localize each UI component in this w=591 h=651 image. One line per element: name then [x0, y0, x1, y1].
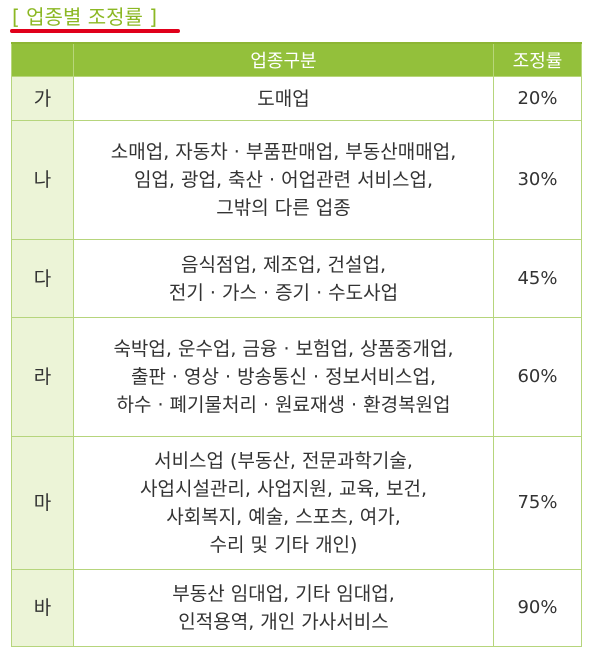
industry-type-line: 서비스업 (부동산, 전문과학기술, [154, 450, 413, 472]
table-row: 라 숙박업, 운수업, 금융 · 보험업, 상품중개업, 출판 · 영상 · 방… [11, 317, 582, 437]
industry-type-line: 소매업, 자동차 · 부품판매업, 부동산매매업, [110, 141, 457, 163]
row-label: 마 [11, 436, 74, 570]
row-label: 바 [11, 569, 74, 647]
rate-value: 75% [493, 436, 582, 570]
rate-value: 60% [493, 317, 582, 437]
table-header-row: 업종구분 조정률 [11, 42, 582, 77]
header-label-cell [11, 42, 74, 77]
rate-table-container: 업종구분 조정률 가 도매업 20% 나 소매업, 자동차 · 부품판매업, 부… [11, 42, 582, 647]
header-type: 업종구분 [73, 42, 494, 77]
rate-value: 90% [493, 569, 582, 647]
page-title: [ 업종별 조정률 ] [12, 5, 158, 29]
industry-type-cell: 음식점업, 제조업, 건설업, 전기 · 가스 · 증기 · 수도사업 [73, 239, 494, 318]
industry-type-cell: 숙박업, 운수업, 금융 · 보험업, 상품중개업, 출판 · 영상 · 방송통… [73, 317, 494, 437]
industry-type-line: 도매업 [257, 87, 310, 110]
title-underline [10, 29, 180, 33]
rate-table: 업종구분 조정률 가 도매업 20% 나 소매업, 자동차 · 부품판매업, 부… [11, 42, 582, 647]
table-row: 바 부동산 임대업, 기타 임대업, 인적용역, 개인 가사서비스 90% [11, 569, 582, 647]
industry-type-line: 음식점업, 제조업, 건설업, [181, 253, 386, 276]
rate-value: 45% [493, 239, 582, 318]
industry-type-cell: 도매업 [73, 76, 494, 121]
industry-type-cell: 서비스업 (부동산, 전문과학기술, 사업시설관리, 사업지원, 교육, 보건,… [73, 436, 494, 570]
row-label: 가 [11, 76, 74, 121]
industry-type-line: 사업시설관리, 사업지원, 교육, 보건, [140, 478, 427, 500]
row-label: 라 [11, 317, 74, 437]
rate-value: 20% [493, 76, 582, 121]
industry-type-cell: 부동산 임대업, 기타 임대업, 인적용역, 개인 가사서비스 [73, 569, 494, 647]
industry-type-line: 숙박업, 운수업, 금융 · 보험업, 상품중개업, [113, 338, 454, 360]
header-rate: 조정률 [493, 42, 582, 77]
industry-type-line: 사회복지, 예술, 스포츠, 여가, [166, 506, 401, 528]
table-row: 다 음식점업, 제조업, 건설업, 전기 · 가스 · 증기 · 수도사업 45… [11, 239, 582, 318]
industry-type-line: 전기 · 가스 · 증기 · 수도사업 [168, 281, 399, 304]
industry-type-line: 하수 · 폐기물처리 · 원료재생 · 환경복원업 [116, 394, 451, 416]
table-row: 마 서비스업 (부동산, 전문과학기술, 사업시설관리, 사업지원, 교육, 보… [11, 436, 582, 570]
table-row: 가 도매업 20% [11, 76, 582, 121]
row-label: 다 [11, 239, 74, 318]
industry-type-line: 임업, 광업, 축산 · 어업관련 서비스업, [133, 169, 434, 191]
industry-type-cell: 소매업, 자동차 · 부품판매업, 부동산매매업, 임업, 광업, 축산 · 어… [73, 120, 494, 240]
row-label: 나 [11, 120, 74, 240]
industry-type-line: 그밖의 다른 업종 [216, 197, 351, 219]
industry-type-line: 인적용역, 개인 가사서비스 [178, 611, 389, 633]
table-row: 나 소매업, 자동차 · 부품판매업, 부동산매매업, 임업, 광업, 축산 ·… [11, 120, 582, 240]
industry-type-line: 수리 및 기타 개인) [209, 534, 358, 556]
rate-value: 30% [493, 120, 582, 240]
industry-type-line: 부동산 임대업, 기타 임대업, [172, 583, 395, 605]
industry-type-line: 출판 · 영상 · 방송통신 · 정보서비스업, [130, 366, 437, 388]
